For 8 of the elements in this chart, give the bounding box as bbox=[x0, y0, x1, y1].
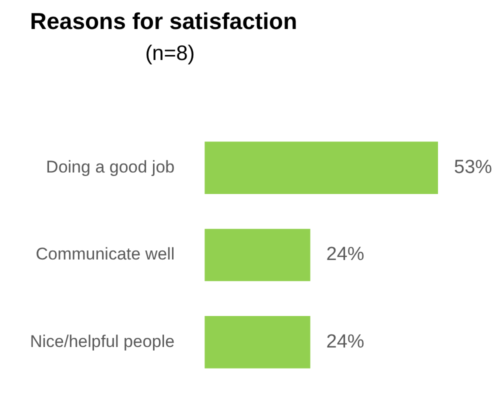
data-label: 24% bbox=[326, 244, 364, 266]
y-tick-label: Nice/helpful people bbox=[30, 332, 175, 351]
y-tick-label: Doing a good job bbox=[46, 157, 175, 176]
chart-title: Reasons for satisfaction bbox=[30, 8, 298, 35]
data-label: 53% bbox=[454, 157, 492, 178]
y-tick-label: Communicate well bbox=[36, 244, 175, 264]
chart-subtitle: (n=8) bbox=[144, 42, 196, 66]
data-label: 24% bbox=[326, 331, 364, 352]
